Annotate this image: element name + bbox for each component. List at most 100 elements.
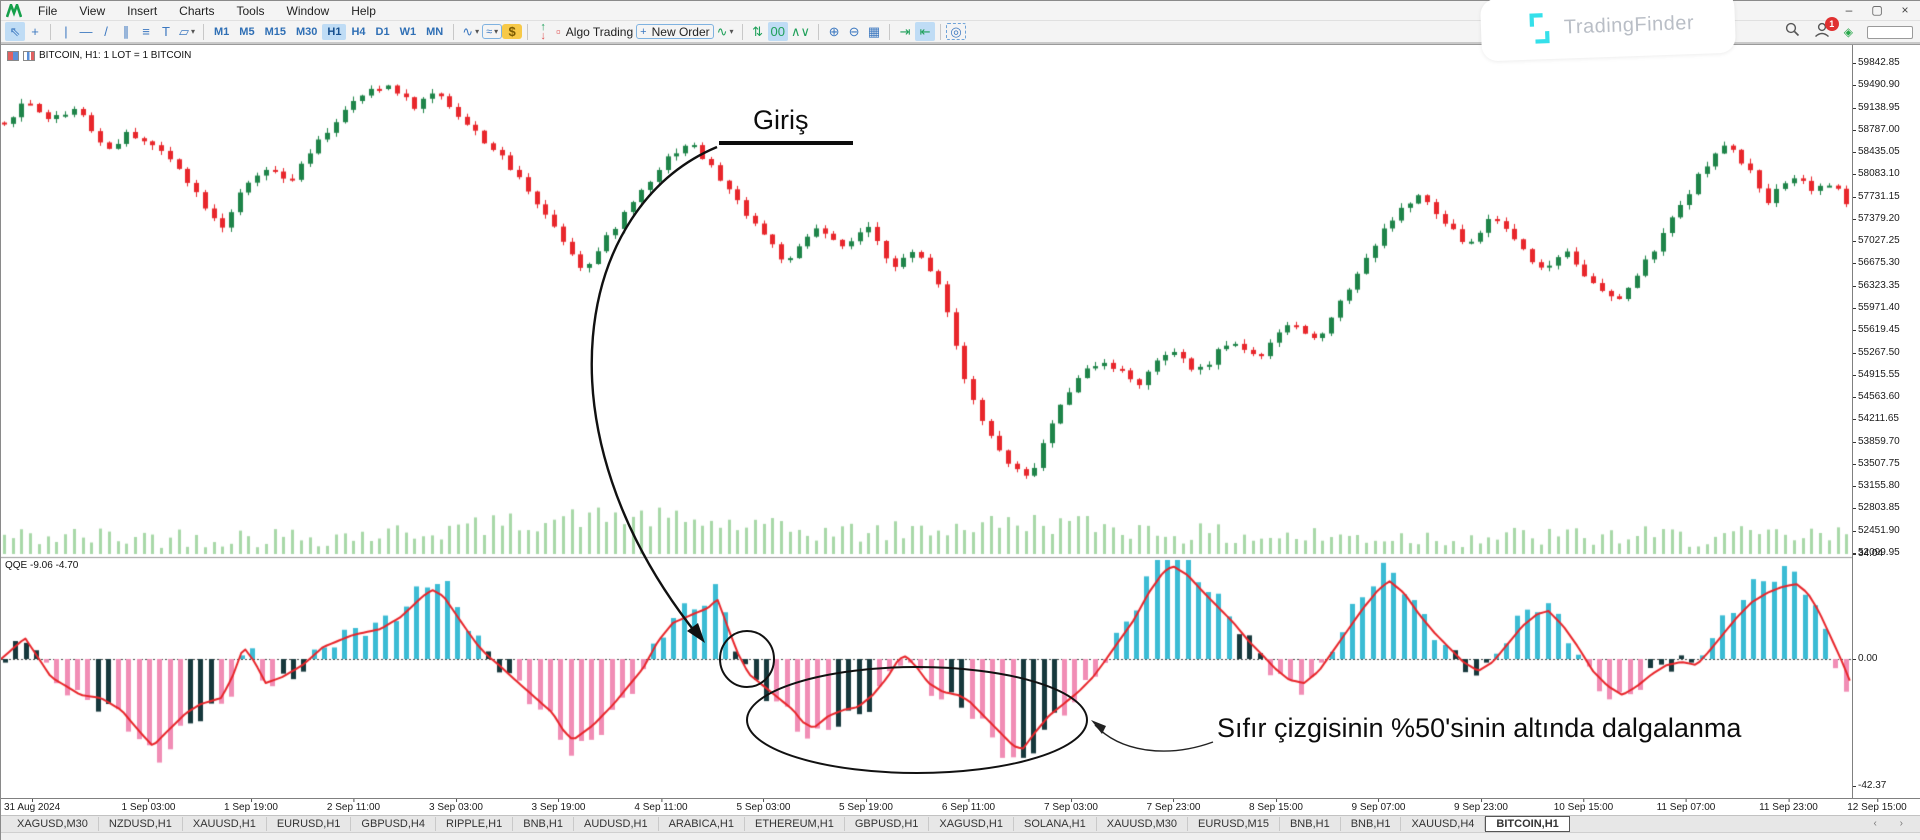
indicator-wave-icon[interactable]: ∿ ▾: [714, 22, 737, 41]
chevron-down-icon: ▾: [475, 27, 480, 36]
time-axis-label: 3 Sep 03:00: [429, 799, 483, 813]
price-axis-label: 59490.90: [1853, 79, 1900, 91]
zigzag-icon[interactable]: ∧∨: [788, 22, 813, 41]
chart-tab-bnb-h1[interactable]: BNB,H1: [1280, 817, 1341, 831]
menu-item-tools[interactable]: Tools: [236, 3, 265, 18]
time-axis[interactable]: 31 Aug 2024 1 Sep 03:00 1 Sep 19:00 2 Sep 1…: [1, 798, 1920, 815]
zoom-in-icon[interactable]: ⊕: [824, 22, 844, 41]
chart-tab-xagusd-h1[interactable]: XAGUSD,H1: [929, 817, 1014, 831]
time-axis-label: 9 Sep 23:00: [1454, 799, 1508, 813]
chart-tab-eurusd-h1[interactable]: EURUSD,H1: [267, 817, 352, 831]
horizontal-line-tool-icon[interactable]: —: [76, 22, 96, 41]
price-axis-label: 58435.05: [1853, 146, 1900, 158]
search-icon[interactable]: [1785, 22, 1800, 42]
screenshot-icon: ◎: [950, 23, 962, 39]
chart-tab-gbpusd-h4[interactable]: GBPUSD,H4: [351, 817, 436, 831]
account-level-icon[interactable]: ◈: [1843, 25, 1853, 39]
chevron-down-icon: ▾: [729, 27, 734, 36]
price-axis-label: 53155.80: [1853, 480, 1900, 492]
chevron-down-icon: ▾: [494, 27, 499, 36]
tile-windows-icon[interactable]: ▦: [864, 22, 884, 41]
chart-tab-solana-h1[interactable]: SOLANA,H1: [1014, 817, 1097, 831]
chart-tab-ethereum-h1[interactable]: ETHEREUM,H1: [745, 817, 845, 831]
deposit-icon[interactable]: $: [502, 24, 523, 39]
text-tool-icon: T: [162, 24, 170, 39]
profile-icon[interactable]: 1: [1814, 17, 1839, 42]
sort-icon[interactable]: ⇅: [748, 22, 768, 41]
shapes-tool-icon[interactable]: ▱ ▾: [176, 22, 198, 41]
time-axis-label: 9 Sep 07:00: [1351, 799, 1406, 813]
tab-scroll-arrows[interactable]: ‹ ›: [1873, 818, 1913, 829]
entry-annotation-text: Giriş: [753, 105, 809, 135]
menu-item-view[interactable]: View: [79, 3, 106, 18]
depth-of-market-icon[interactable]: [7, 50, 19, 61]
indicators-icon[interactable]: ≈ ▾: [482, 24, 503, 39]
toolbar-separator: [453, 23, 455, 40]
chart-tab-audusd-h1[interactable]: AUDUSD,H1: [574, 817, 659, 831]
price-axis-label: 52803.85: [1853, 502, 1900, 514]
chart-tab-bnb-h1[interactable]: BNB,H1: [1341, 817, 1402, 831]
menu-item-file[interactable]: File: [38, 3, 58, 18]
chart-shift-icon[interactable]: ⇤: [915, 22, 936, 41]
close-button[interactable]: ×: [1901, 3, 1909, 17]
price-axis[interactable]: 59842.85 59490.90 59138.95 58787.00 58435.05…: [1852, 45, 1920, 798]
price-axis-label: 56323.35: [1853, 279, 1900, 291]
cursor-tool-icon[interactable]: ⇖: [5, 22, 25, 41]
trade-levels-icon[interactable]: ↑ ↓: [533, 21, 553, 41]
algo-trading-button[interactable]: ▫ Algo Trading: [553, 22, 636, 41]
status-bar: [1, 832, 1920, 840]
trendline-tool-icon: /: [104, 24, 108, 39]
new-order-button[interactable]: + New Order: [636, 24, 714, 39]
chart-tab-bnb-h1[interactable]: BNB,H1: [513, 817, 574, 831]
algo-trading-button-label: Algo Trading: [565, 24, 634, 39]
time-axis-label: 6 Sep 11:00: [941, 799, 996, 813]
menu-item-charts[interactable]: Charts: [179, 3, 215, 18]
trendline-tool-icon[interactable]: /: [96, 22, 116, 41]
toolbar: ⇖ + | — / ∥ ≡ T ▱ ▾ M1 M5 M15 M30 H1 H4 D1 W1 MN ∿ ▾ ≈ ▾ $ ↑ ↓ ▫ Al…: [1, 21, 1920, 44]
restore-button[interactable]: ▢: [1871, 3, 1883, 17]
screenshot-icon[interactable]: ◎: [946, 23, 967, 40]
chart-tab-xagusd-m30[interactable]: XAGUSD,M30: [7, 817, 99, 831]
channel-tool-icon[interactable]: ∥: [116, 22, 136, 41]
channel-tool-icon: ∥: [122, 23, 130, 39]
chart-mode-icon[interactable]: [23, 50, 35, 61]
timeframe-button-m15[interactable]: M15: [264, 25, 286, 38]
chart-tab-bitcoin-h1[interactable]: BITCOIN,H1: [1485, 815, 1570, 832]
chart-type-icon[interactable]: ∿ ▾: [459, 22, 482, 41]
menu-item-insert[interactable]: Insert: [127, 3, 158, 18]
timeframe-button-h1[interactable]: H1: [322, 23, 347, 40]
timeframe-button-mn[interactable]: MN: [426, 25, 444, 38]
fibonacci-tool-icon[interactable]: ≡: [136, 22, 156, 41]
chart-tab-xauusd-h1[interactable]: XAUUSD,H1: [183, 817, 267, 831]
price-axis-label: 54915.55: [1853, 368, 1900, 380]
zero-bars-button[interactable]: 00: [767, 22, 789, 41]
chart-tab-eurusd-m15[interactable]: EURUSD,M15: [1188, 817, 1280, 831]
chart-canvas[interactable]: [1, 45, 1852, 797]
chart-tab-xauusd-m30[interactable]: XAUUSD,M30: [1097, 817, 1189, 831]
menu-item-help[interactable]: Help: [351, 3, 376, 18]
chart-tab-nzdusd-h1[interactable]: NZDUSD,H1: [99, 817, 183, 831]
minimize-button[interactable]: –: [1845, 3, 1853, 17]
window-controls: – ▢ ×: [1837, 1, 1917, 19]
auto-scroll-icon[interactable]: ⇥: [895, 22, 915, 41]
time-axis-label: 8 Sep 15:00: [1249, 799, 1303, 813]
menu-item-window[interactable]: Window: [286, 3, 330, 18]
price-axis-label: 57731.15: [1853, 190, 1900, 202]
timeframe-button-w1[interactable]: W1: [399, 25, 417, 38]
chart-tab-arabica-h1[interactable]: ARABICA,H1: [659, 817, 745, 831]
timeframe-button-m1[interactable]: M1: [214, 25, 230, 38]
chart-tab-ripple-h1[interactable]: RIPPLE,H1: [436, 817, 514, 831]
timeframe-button-h4[interactable]: H4: [351, 25, 366, 38]
tradingfinder-logo-icon: [1529, 13, 1550, 44]
indicator-wave-icon: ∿: [716, 23, 728, 39]
vertical-line-tool-icon[interactable]: |: [56, 22, 76, 41]
crosshair-tool-icon[interactable]: +: [25, 22, 45, 41]
timeframe-button-m30[interactable]: M30: [295, 25, 318, 38]
timeframe-button-d1[interactable]: D1: [375, 25, 390, 38]
zoom-out-icon[interactable]: ⊖: [844, 22, 864, 41]
chart-tab-gbpusd-h1[interactable]: GBPUSD,H1: [845, 817, 930, 831]
text-tool-icon[interactable]: T: [156, 22, 176, 41]
timeframe-button-m5[interactable]: M5: [239, 25, 255, 38]
chart-tab-xauusd-h4[interactable]: XAUUSD,H4: [1401, 817, 1486, 831]
toolbar-separator: [50, 23, 51, 40]
